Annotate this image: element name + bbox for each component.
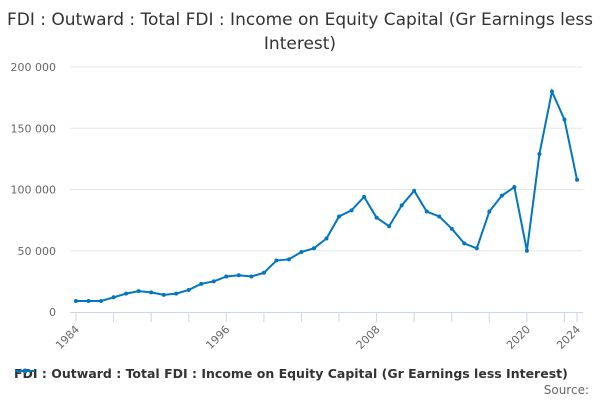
legend-line-icon <box>15 368 35 374</box>
data-point <box>437 214 442 219</box>
data-point <box>74 298 78 303</box>
source-label: Source: <box>543 383 589 397</box>
y-tick-label: 200 000 <box>11 61 57 74</box>
data-point <box>149 290 154 295</box>
data-point <box>299 249 304 254</box>
chart-title: FDI : Outward : Total FDI : Income on Eq… <box>6 10 594 54</box>
data-point <box>261 270 266 275</box>
y-tick-label: 100 000 <box>11 184 57 197</box>
data-point <box>524 248 529 253</box>
data-point <box>387 224 392 229</box>
data-point <box>161 292 166 297</box>
legend-label: FDI : Outward : Total FDI : Income on Eq… <box>14 366 568 381</box>
data-point <box>199 281 204 286</box>
data-point <box>424 209 429 214</box>
data-point <box>249 274 254 279</box>
data-point <box>99 298 104 303</box>
data-point <box>374 215 379 220</box>
data-point <box>412 188 417 193</box>
data-point <box>474 246 479 251</box>
data-point <box>549 89 554 94</box>
data-point <box>236 273 241 278</box>
data-point <box>512 185 517 190</box>
data-point <box>174 291 179 296</box>
data-point <box>399 203 404 208</box>
legend[interactable]: FDI : Outward : Total FDI : Income on Eq… <box>14 366 568 381</box>
x-tick-label: 2024 <box>554 323 583 352</box>
data-point <box>86 298 91 303</box>
data-point <box>487 209 492 214</box>
data-point <box>575 177 579 182</box>
data-point <box>111 295 116 300</box>
data-point <box>337 214 342 219</box>
data-point <box>186 287 191 292</box>
y-tick-label: 0 <box>49 306 56 319</box>
data-point <box>274 258 279 263</box>
data-point <box>562 117 567 122</box>
data-point <box>462 241 467 246</box>
x-tick-label: 1996 <box>203 323 232 352</box>
x-tick-label: 2008 <box>354 323 383 352</box>
data-point <box>537 151 542 156</box>
x-tick-label: 1984 <box>53 323 82 352</box>
data-point <box>124 291 129 296</box>
data-point <box>324 236 329 241</box>
data-point <box>136 289 141 294</box>
data-point <box>224 274 229 279</box>
y-tick-label: 50 000 <box>18 245 57 258</box>
data-point <box>449 226 454 231</box>
data-point <box>211 279 216 284</box>
data-point <box>286 257 291 262</box>
data-point <box>311 246 316 251</box>
data-point <box>499 193 504 198</box>
y-tick-label: 150 000 <box>11 122 57 135</box>
x-tick-label: 2020 <box>504 323 533 352</box>
data-point <box>362 194 367 199</box>
data-point <box>349 208 354 213</box>
